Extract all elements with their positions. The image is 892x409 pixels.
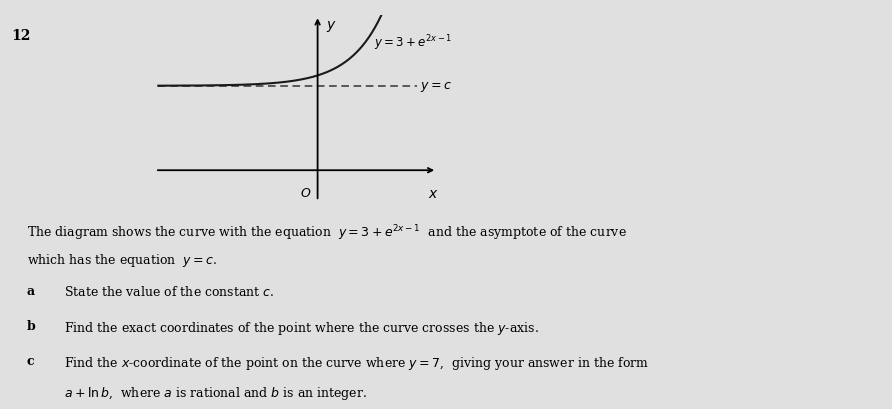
Text: $y = 3 + e^{2x-1}$: $y = 3 + e^{2x-1}$	[374, 33, 452, 53]
Text: The diagram shows the curve with the equation  $y=3+e^{2x-1}$  and the asymptote: The diagram shows the curve with the equ…	[27, 223, 626, 243]
Text: Find the exact coordinates of the point where the curve crosses the $y$-axis.: Find the exact coordinates of the point …	[64, 319, 539, 336]
Text: $y$: $y$	[326, 19, 336, 34]
Text: $y = c$: $y = c$	[420, 80, 452, 94]
Text: which has the equation  $y=c$.: which has the equation $y=c$.	[27, 252, 217, 268]
Text: $x$: $x$	[428, 186, 439, 200]
Text: c: c	[27, 354, 35, 367]
Text: State the value of the constant $c$.: State the value of the constant $c$.	[64, 284, 275, 298]
Text: $O$: $O$	[300, 186, 311, 199]
Text: b: b	[27, 319, 36, 332]
Text: Find the $x$-coordinate of the point on the curve where $y=7$,  giving your answ: Find the $x$-coordinate of the point on …	[64, 354, 649, 371]
Text: $a+\ln b$,  where $a$ is rational and $b$ is an integer.: $a+\ln b$, where $a$ is rational and $b$…	[64, 384, 368, 400]
Text: 12: 12	[12, 29, 31, 43]
Text: a: a	[27, 284, 35, 297]
